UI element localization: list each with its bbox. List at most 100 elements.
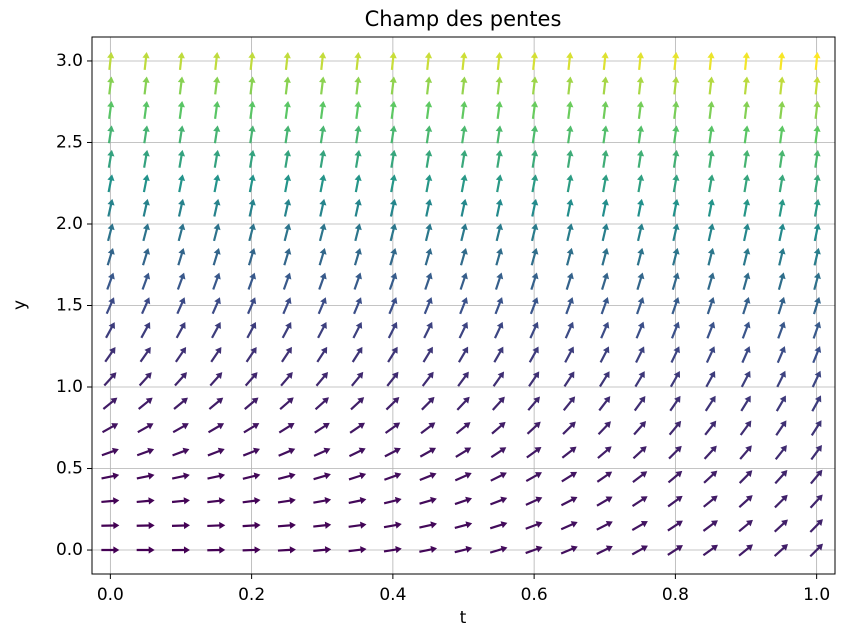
arrow — [348, 447, 366, 458]
arrow — [460, 198, 468, 217]
arrow — [490, 472, 507, 482]
arrow — [560, 545, 578, 555]
arrow — [809, 519, 823, 533]
arrow — [742, 100, 750, 119]
arrow — [247, 247, 256, 266]
arrow — [778, 247, 786, 266]
y-tick-label: 2.5 — [56, 132, 83, 152]
arrow — [672, 100, 680, 119]
arrow — [177, 52, 185, 71]
arrow — [172, 447, 190, 457]
arrow — [742, 174, 751, 193]
arrow — [107, 198, 115, 217]
arrow — [633, 421, 647, 436]
arrow — [387, 346, 398, 363]
arrow — [636, 125, 645, 144]
arrow — [460, 125, 468, 144]
arrow — [812, 346, 822, 364]
arrow — [636, 52, 644, 71]
arrow — [601, 76, 609, 95]
arrow — [562, 421, 576, 435]
arrow — [419, 521, 437, 529]
arrow — [738, 544, 754, 557]
arrow — [136, 497, 155, 505]
x-tick-label: 0.2 — [238, 585, 265, 605]
arrow — [561, 446, 577, 459]
arrow — [389, 247, 398, 266]
arrow — [667, 545, 683, 556]
arrow — [672, 174, 680, 193]
arrow — [601, 198, 609, 217]
arrow — [460, 100, 468, 119]
arrow — [670, 346, 680, 363]
arrow — [385, 397, 400, 411]
arrow — [213, 100, 221, 119]
arrow — [207, 423, 225, 434]
arrow — [318, 272, 327, 290]
arrow — [425, 125, 433, 144]
arrow — [419, 447, 437, 458]
arrow — [348, 546, 367, 554]
arrow — [530, 223, 539, 242]
arrow — [455, 447, 472, 458]
arrow — [632, 471, 648, 483]
arrow — [313, 546, 332, 554]
arrow — [174, 372, 188, 387]
arrow — [136, 472, 155, 480]
arrow — [383, 496, 402, 505]
arrow — [210, 346, 222, 363]
arrow — [460, 52, 468, 71]
arrow — [142, 223, 150, 242]
arrow — [562, 396, 576, 411]
arrow — [282, 297, 292, 315]
arrow — [387, 321, 398, 339]
arrow — [813, 125, 821, 144]
arrow — [778, 149, 786, 168]
arrow — [813, 198, 821, 217]
arrow — [460, 174, 468, 193]
arrow — [314, 397, 329, 411]
arrow — [636, 223, 645, 242]
arrow — [174, 346, 187, 363]
arrow — [601, 174, 609, 193]
arrow — [107, 174, 115, 193]
arrow — [318, 247, 327, 266]
arrow — [672, 149, 680, 168]
arrow — [636, 76, 644, 95]
arrow — [348, 496, 367, 505]
arrow — [810, 420, 822, 436]
arrow — [810, 469, 823, 485]
y-tick-label: 1.0 — [56, 377, 83, 397]
arrow — [281, 346, 292, 363]
x-axis-label: t — [460, 608, 467, 628]
arrow — [741, 321, 751, 339]
arrow — [207, 447, 225, 457]
plot-frame — [91, 36, 836, 575]
arrow — [668, 420, 682, 436]
arrow — [383, 521, 402, 529]
arrow — [707, 198, 715, 217]
arrow — [460, 76, 468, 95]
arrow — [277, 546, 296, 554]
arrow — [248, 52, 256, 71]
arrow — [530, 76, 539, 95]
arrow — [245, 346, 257, 363]
arrow — [740, 370, 751, 388]
arrow — [566, 52, 574, 71]
arrow — [351, 346, 363, 363]
arrow — [457, 371, 469, 387]
arrow — [596, 496, 613, 507]
arrow — [597, 421, 611, 436]
arrow — [142, 125, 150, 144]
arrow — [277, 497, 296, 505]
arrow — [566, 76, 574, 95]
arrow — [672, 247, 680, 266]
arrow — [389, 198, 398, 217]
arrow — [707, 100, 715, 119]
arrow — [494, 297, 504, 315]
arrow — [636, 297, 645, 315]
arrow — [702, 520, 718, 532]
arrow — [460, 149, 468, 168]
arrow — [457, 346, 469, 363]
